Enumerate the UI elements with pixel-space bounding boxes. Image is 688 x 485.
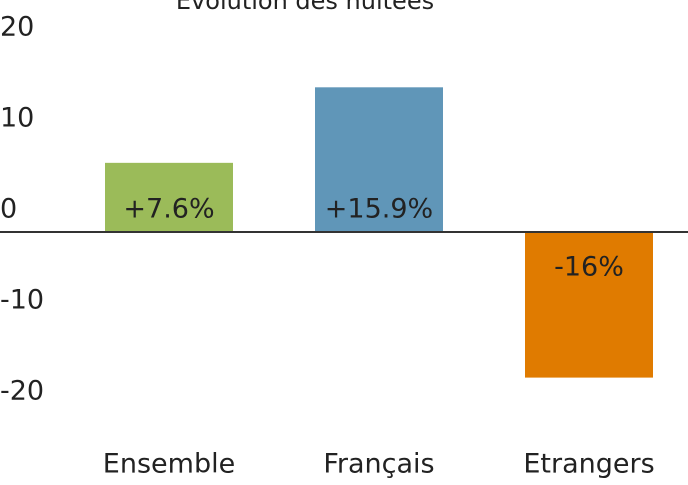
- y-tick-label: -10: [0, 285, 44, 316]
- x-tick-label: Etrangers: [523, 449, 654, 480]
- y-tick-label: 20: [0, 12, 34, 43]
- y-tick-label: 0: [0, 194, 17, 225]
- y-tick-label: -20: [0, 376, 44, 407]
- bar: [315, 87, 443, 232]
- x-tick-label: Français: [323, 449, 434, 480]
- chart-title: Evolution des nuitées: [176, 0, 434, 15]
- bar: [525, 232, 653, 378]
- value-label: -16%: [554, 252, 624, 283]
- value-label: +7.6%: [123, 194, 214, 225]
- x-tick-label: Ensemble: [103, 449, 235, 480]
- value-label: +15.9%: [325, 194, 433, 225]
- bar: [105, 162, 233, 232]
- y-tick-label: 10: [0, 103, 34, 134]
